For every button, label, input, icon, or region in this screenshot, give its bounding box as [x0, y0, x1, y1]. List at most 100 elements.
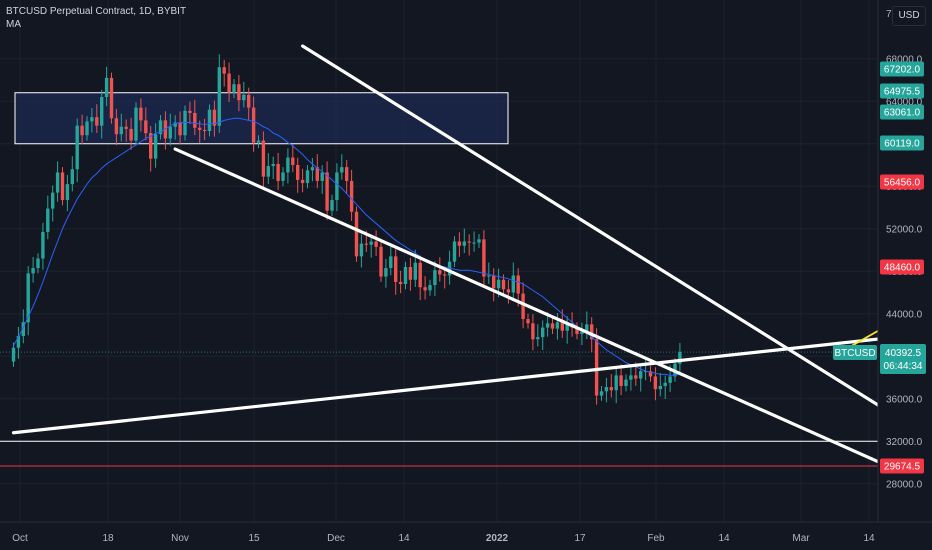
candle-body [629, 375, 633, 380]
y-tick-label-partial: 72 [886, 9, 898, 20]
price-tag [880, 104, 924, 120]
candle-body [227, 73, 231, 93]
candle-body [536, 337, 540, 340]
candle-body [359, 243, 364, 257]
candle-body [403, 267, 408, 284]
y-tick-label: 32000.0 [886, 437, 923, 448]
price-tag-label: 56456.0 [884, 178, 921, 189]
candle-body [188, 110, 192, 113]
candle-body [423, 287, 427, 291]
candle-body [545, 323, 550, 328]
price-tag-label: 63061.0 [884, 108, 921, 119]
price-tag-label: 67202.0 [884, 65, 921, 76]
candle-body [482, 239, 486, 277]
drawings-layer [11, 44, 932, 491]
candle-body [60, 172, 65, 201]
candle-body [575, 327, 579, 334]
candle-body [232, 84, 236, 93]
y-tick-label: 44000.0 [886, 309, 923, 320]
candle-body [207, 109, 212, 131]
candle-body [555, 322, 560, 329]
x-tick-label: Oct [12, 533, 28, 544]
y-tick-label: 64000.0 [886, 97, 923, 108]
bar-countdown: 06:44:34 [884, 361, 923, 372]
candle-body [320, 172, 324, 181]
candle-body [261, 140, 266, 177]
candle-body [95, 117, 99, 126]
candle-body [55, 172, 60, 193]
candle-body [472, 242, 476, 244]
candle-body [75, 125, 79, 170]
candle-body [609, 387, 613, 391]
candle-body [193, 112, 197, 128]
candle-body [398, 281, 403, 284]
candle-body [119, 126, 123, 135]
price-tag [880, 259, 924, 275]
candle-body [418, 262, 422, 288]
candle-body [648, 371, 653, 377]
candle-body [594, 339, 599, 396]
candle-body [462, 241, 466, 246]
candle-body [438, 270, 442, 275]
x-tick-label: Mar [792, 533, 810, 544]
candle-body [457, 241, 462, 246]
candle-body [114, 118, 119, 135]
candle-body [354, 211, 359, 257]
candle-body [653, 376, 658, 390]
candle-body [212, 109, 217, 126]
candle-body [139, 107, 143, 121]
candle-body [340, 167, 344, 173]
x-tick-label: 14 [863, 533, 875, 544]
candle-body [379, 246, 383, 277]
candle-body [369, 241, 373, 245]
candle-body [276, 163, 280, 181]
candle-body [85, 121, 89, 136]
candle-body [452, 241, 457, 262]
candle-body [256, 140, 261, 143]
current-price-tag [880, 344, 926, 374]
candle-body [663, 382, 667, 386]
price-tags: 67202.0 64975.5 63061.0 60119.0 56456.0 48460… [880, 61, 924, 474]
x-tick-label: 18 [102, 533, 114, 544]
time-axis[interactable]: Oct 18 Nov 15 Dec 14 2022 17 Feb 14 Mar 14 [0, 521, 932, 544]
currency-button[interactable]: USD [892, 6, 926, 26]
candle-body [585, 324, 589, 332]
candle-body [198, 127, 202, 130]
candle-body [374, 241, 378, 247]
x-tick-label: 15 [248, 533, 260, 544]
channel-lower-line[interactable] [173, 147, 932, 491]
chart-title: BTCUSD Perpetual Contract, 1D, BYBIT [6, 6, 187, 17]
candle-body [16, 336, 21, 348]
candle-body [26, 273, 30, 323]
indicator-label[interactable]: MA [6, 19, 21, 30]
candle-body [315, 167, 319, 181]
candle-body [310, 167, 315, 171]
candle-body [541, 327, 545, 338]
x-tick-label: Dec [327, 533, 345, 544]
candle-body [345, 167, 349, 181]
price-tag [880, 458, 924, 474]
candle-body [300, 179, 305, 184]
channel-upper-line[interactable] [301, 44, 932, 471]
candle-body [565, 323, 569, 331]
grid-lines [0, 0, 878, 522]
candle-body [492, 275, 496, 289]
y-tick-label: 68000.0 [886, 54, 923, 65]
price-tag-label: 64975.5 [884, 87, 921, 98]
candle-body [153, 134, 158, 159]
moving-average-line [13, 117, 681, 376]
candle-body [447, 261, 452, 276]
candle-body [296, 165, 300, 180]
candle-body [21, 322, 25, 337]
candle-body [624, 379, 628, 386]
candle-body [413, 262, 417, 280]
x-tick-label: 17 [574, 533, 586, 544]
candle-body [183, 110, 187, 136]
candle-body [149, 133, 153, 159]
candle-body [634, 375, 638, 379]
candle-body [467, 241, 471, 243]
candle-body [11, 347, 16, 362]
candle-body [286, 157, 290, 173]
candle-body [428, 285, 432, 291]
